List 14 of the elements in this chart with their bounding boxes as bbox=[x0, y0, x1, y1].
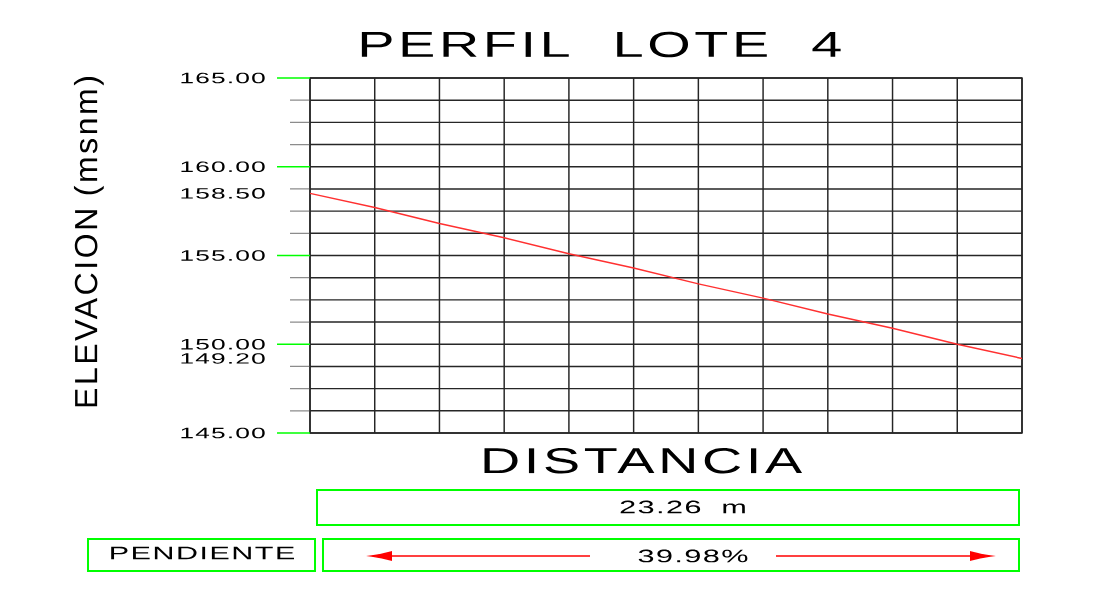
y-tick-label: 165.00 bbox=[181, 72, 265, 84]
y-tick-label: 149.20 bbox=[181, 353, 265, 364]
y-tick-label: 155.00 bbox=[181, 250, 265, 261]
y-tick-label: 145.00 bbox=[181, 427, 265, 439]
y-tick-label: 158.50 bbox=[181, 188, 265, 199]
x-axis-title: DISTANCIA bbox=[484, 447, 803, 474]
y-axis-title: ELEVACION (msnm) bbox=[73, 77, 104, 407]
text: 39.98% bbox=[638, 549, 748, 563]
text: 23.26 m bbox=[620, 500, 745, 514]
text: PENDIENTE bbox=[111, 546, 294, 560]
line-series bbox=[309, 192, 1023, 360]
y-tick-label: 150.00 bbox=[181, 338, 265, 350]
y-tick-label: 160.00 bbox=[181, 161, 265, 173]
chart-title: PERFIL LOTE 4 bbox=[361, 31, 841, 58]
